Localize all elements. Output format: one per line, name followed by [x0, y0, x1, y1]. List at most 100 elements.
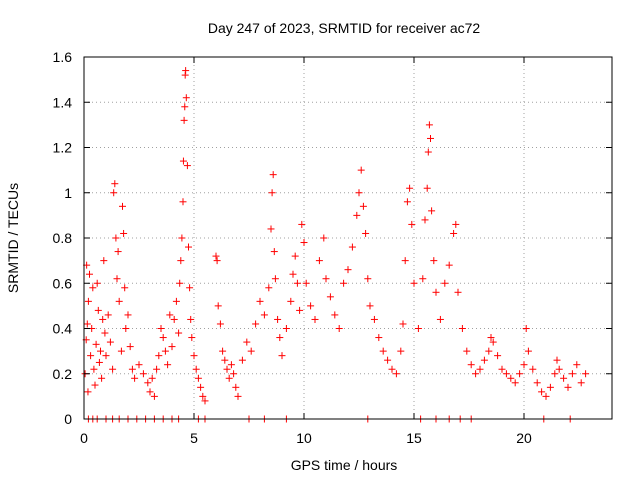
data-point — [436, 315, 444, 323]
data-point — [201, 397, 209, 405]
data-point — [340, 279, 348, 287]
data-point — [95, 358, 103, 366]
data-point — [84, 388, 92, 396]
data-point — [445, 261, 453, 269]
data-point — [498, 365, 506, 373]
data-point — [511, 379, 519, 387]
y-axis-label: SRMTID / TECUs — [5, 183, 21, 293]
data-point — [183, 162, 191, 170]
data-point — [121, 284, 129, 292]
data-point — [454, 288, 462, 296]
data-point — [256, 297, 264, 305]
data-point — [179, 198, 187, 206]
data-point — [181, 103, 189, 111]
data-point — [153, 365, 161, 373]
data-point — [276, 334, 284, 342]
data-point — [577, 379, 585, 387]
data-point — [178, 234, 186, 242]
x-tick-label: 0 — [80, 430, 88, 446]
data-point — [424, 148, 432, 156]
data-point — [524, 347, 532, 355]
y-tick-label: 0.6 — [53, 275, 73, 291]
data-point — [146, 388, 154, 396]
data-point — [124, 311, 132, 319]
data-point — [463, 347, 471, 355]
data-point — [326, 293, 334, 301]
data-point — [487, 334, 495, 342]
data-point — [397, 347, 405, 355]
data-point — [542, 392, 550, 400]
data-point — [516, 370, 524, 378]
data-point — [366, 302, 374, 310]
data-point — [355, 189, 363, 197]
data-point — [115, 297, 123, 305]
data-point — [538, 388, 546, 396]
data-point — [344, 266, 352, 274]
data-point — [260, 311, 268, 319]
data-point — [102, 352, 110, 360]
data-point — [320, 234, 328, 242]
data-point — [221, 356, 229, 364]
data-point — [458, 325, 466, 332]
data-point — [419, 275, 427, 283]
data-point — [520, 361, 528, 369]
data-point — [89, 284, 97, 292]
grid-lines — [84, 57, 612, 419]
data-point — [168, 343, 176, 351]
data-point — [194, 374, 202, 382]
x-tick-label: 5 — [190, 430, 198, 446]
data-point — [119, 202, 126, 210]
data-points — [81, 67, 590, 423]
data-point — [252, 320, 260, 328]
data-point — [164, 361, 172, 369]
y-tick-label: 0.4 — [53, 321, 73, 337]
data-point — [291, 252, 299, 260]
data-point — [267, 225, 275, 233]
data-point — [403, 198, 411, 206]
data-point — [197, 383, 205, 391]
data-point — [230, 370, 238, 378]
x-tick-label: 10 — [296, 430, 312, 446]
data-point — [155, 352, 163, 360]
data-point — [265, 284, 273, 292]
data-point — [348, 243, 356, 251]
data-point — [353, 211, 361, 219]
data-point — [131, 374, 139, 382]
data-point — [186, 284, 194, 292]
data-point — [507, 374, 515, 382]
data-point — [364, 275, 372, 283]
data-point — [450, 229, 458, 237]
data-point — [293, 279, 301, 287]
data-point — [289, 270, 297, 278]
data-point — [480, 356, 488, 364]
data-point — [175, 329, 183, 337]
data-point — [300, 239, 308, 247]
x-tick-label: 20 — [516, 430, 532, 446]
data-point — [302, 279, 310, 287]
data-point — [104, 311, 112, 319]
data-point — [582, 370, 590, 378]
data-point — [432, 288, 440, 296]
axis-ticks: 0 0.2 0.4 0.6 0.8 1 1.2 1.4 1.6 0 5 10 15 20 — [53, 49, 612, 446]
data-point — [379, 347, 387, 355]
data-point — [553, 356, 561, 364]
y-tick-label: 1.2 — [53, 140, 73, 156]
data-point — [428, 207, 436, 215]
data-point — [188, 334, 196, 342]
data-point — [83, 320, 91, 328]
data-point — [185, 243, 192, 251]
data-point — [223, 365, 231, 373]
y-tick-label: 0.8 — [53, 230, 73, 246]
data-point — [182, 94, 190, 102]
y-tick-label: 1 — [64, 185, 72, 201]
data-point — [100, 257, 108, 265]
data-point — [87, 352, 95, 360]
data-point — [166, 311, 174, 319]
data-point — [126, 343, 134, 351]
data-point — [139, 370, 147, 378]
data-point — [268, 189, 276, 197]
data-point — [128, 365, 136, 373]
data-point — [555, 365, 563, 373]
x-tick-label: 15 — [406, 430, 422, 446]
data-point — [287, 297, 295, 305]
